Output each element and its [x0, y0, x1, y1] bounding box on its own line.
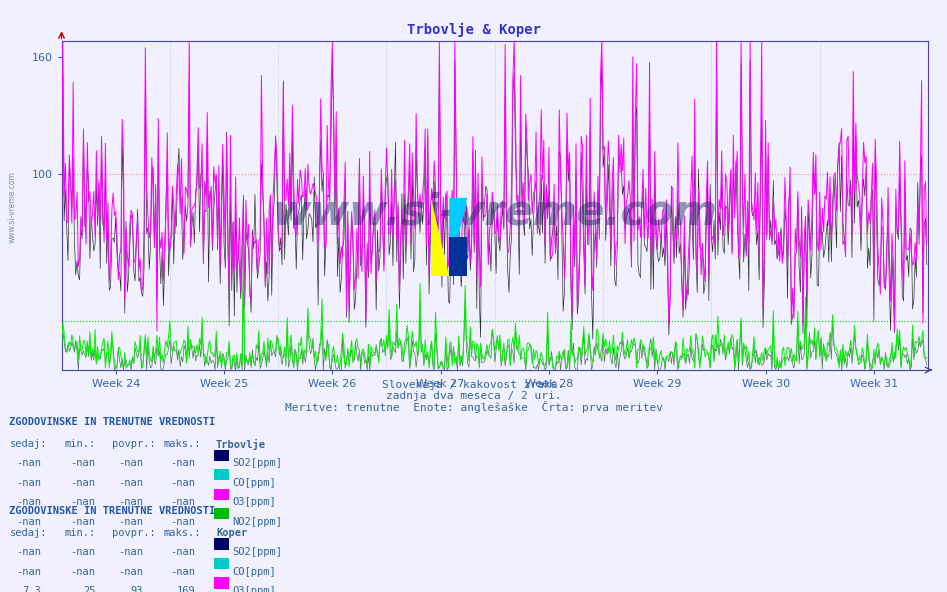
Text: Meritve: trenutne  Enote: anglešaške  Črta: prva meritev: Meritve: trenutne Enote: anglešaške Črta…: [284, 401, 663, 413]
Text: Koper: Koper: [216, 527, 247, 538]
Text: -nan: -nan: [16, 497, 41, 507]
Text: -nan: -nan: [71, 567, 96, 577]
Text: -nan: -nan: [16, 517, 41, 527]
Text: -nan: -nan: [118, 517, 143, 527]
Text: -nan: -nan: [118, 547, 143, 557]
Text: -nan: -nan: [118, 497, 143, 507]
Text: povpr.:: povpr.:: [112, 527, 155, 538]
Text: Slovenija / kakovost zraka.: Slovenija / kakovost zraka.: [383, 380, 564, 390]
Polygon shape: [431, 198, 449, 276]
Text: 7.3: 7.3: [22, 586, 41, 592]
Text: -nan: -nan: [71, 497, 96, 507]
Text: -nan: -nan: [16, 458, 41, 468]
Text: 169: 169: [176, 586, 195, 592]
Text: www.si-vreme.com: www.si-vreme.com: [273, 191, 717, 233]
Text: -nan: -nan: [170, 497, 195, 507]
Text: -nan: -nan: [16, 478, 41, 488]
Text: 93: 93: [131, 586, 143, 592]
Text: -nan: -nan: [118, 567, 143, 577]
Text: povpr.:: povpr.:: [112, 439, 155, 449]
Text: NO2[ppm]: NO2[ppm]: [232, 517, 282, 527]
Text: sedaj:: sedaj:: [9, 527, 47, 538]
Text: -nan: -nan: [170, 567, 195, 577]
Text: -nan: -nan: [170, 458, 195, 468]
Polygon shape: [449, 198, 467, 276]
Text: sedaj:: sedaj:: [9, 439, 47, 449]
Text: ZGODOVINSKE IN TRENUTNE VREDNOSTI: ZGODOVINSKE IN TRENUTNE VREDNOSTI: [9, 417, 216, 427]
Text: ZGODOVINSKE IN TRENUTNE VREDNOSTI: ZGODOVINSKE IN TRENUTNE VREDNOSTI: [9, 506, 216, 516]
Text: CO[ppm]: CO[ppm]: [232, 567, 276, 577]
Text: Trbovlje: Trbovlje: [216, 439, 266, 450]
Text: -nan: -nan: [118, 458, 143, 468]
Text: -nan: -nan: [170, 517, 195, 527]
Text: maks.:: maks.:: [164, 527, 202, 538]
Text: O3[ppm]: O3[ppm]: [232, 497, 276, 507]
Text: SO2[ppm]: SO2[ppm]: [232, 458, 282, 468]
Text: Trbovlje & Koper: Trbovlje & Koper: [406, 22, 541, 37]
Text: -nan: -nan: [71, 517, 96, 527]
Text: -nan: -nan: [71, 547, 96, 557]
Text: -nan: -nan: [16, 547, 41, 557]
Bar: [449, 237, 467, 276]
Text: -nan: -nan: [16, 567, 41, 577]
Text: zadnja dva meseca / 2 uri.: zadnja dva meseca / 2 uri.: [385, 391, 562, 401]
Text: maks.:: maks.:: [164, 439, 202, 449]
Text: -nan: -nan: [71, 458, 96, 468]
Text: min.:: min.:: [64, 439, 96, 449]
Text: -nan: -nan: [71, 478, 96, 488]
Text: SO2[ppm]: SO2[ppm]: [232, 547, 282, 557]
Text: -nan: -nan: [170, 478, 195, 488]
Text: O3[ppm]: O3[ppm]: [232, 586, 276, 592]
Text: CO[ppm]: CO[ppm]: [232, 478, 276, 488]
Text: 25: 25: [83, 586, 96, 592]
Text: -nan: -nan: [118, 478, 143, 488]
Text: -nan: -nan: [170, 547, 195, 557]
Text: www.si-vreme.com: www.si-vreme.com: [8, 171, 17, 243]
Text: min.:: min.:: [64, 527, 96, 538]
